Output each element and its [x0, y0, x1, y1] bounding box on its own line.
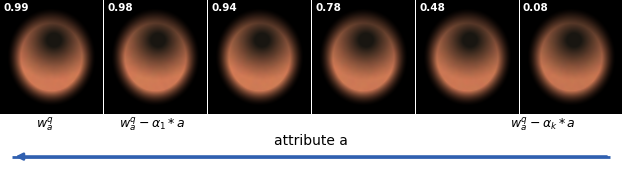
Text: 0.48: 0.48 [419, 3, 445, 13]
Text: $w_a^q - \alpha_k * a$: $w_a^q - \alpha_k * a$ [509, 116, 575, 133]
Text: $w_a^q - \alpha_1 * a$: $w_a^q - \alpha_1 * a$ [119, 116, 185, 133]
Text: $w_a^q$: $w_a^q$ [36, 116, 53, 133]
Text: 0.78: 0.78 [315, 3, 341, 13]
Text: attribute a: attribute a [274, 134, 348, 148]
Text: 0.94: 0.94 [211, 3, 237, 13]
Text: 0.98: 0.98 [107, 3, 132, 13]
Text: 0.08: 0.08 [523, 3, 549, 13]
Text: 0.99: 0.99 [3, 3, 29, 13]
